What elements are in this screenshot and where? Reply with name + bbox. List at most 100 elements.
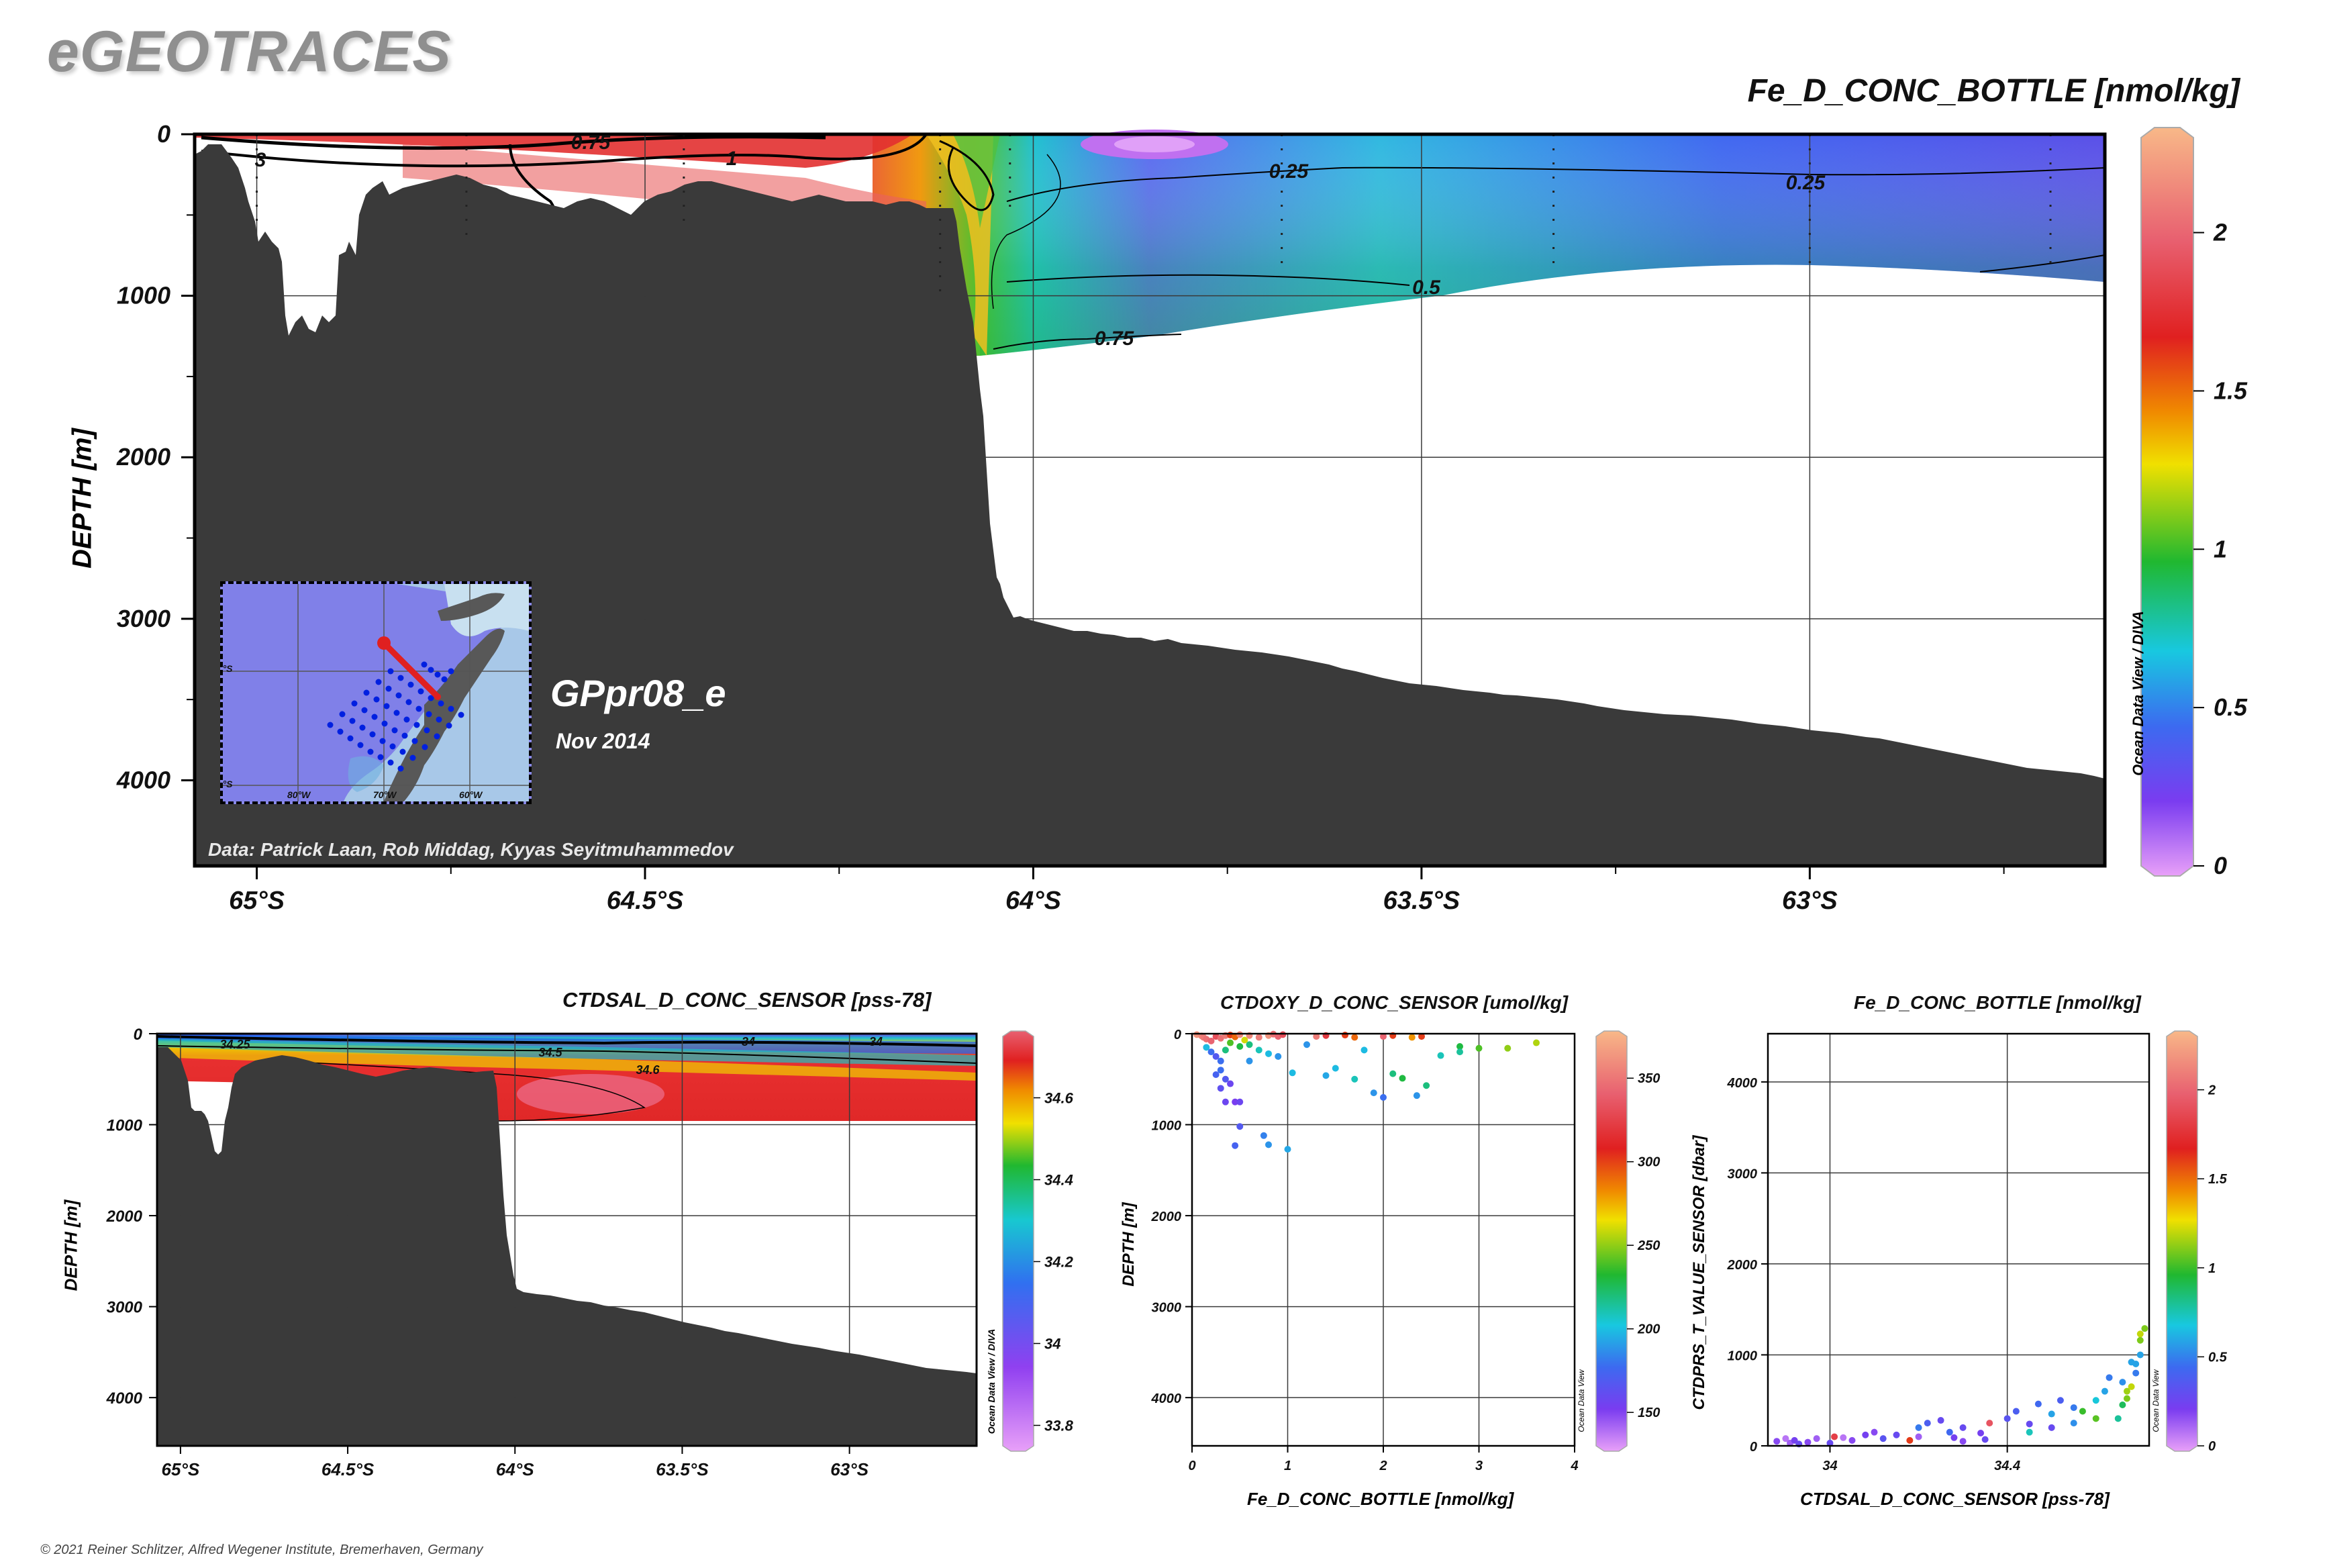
station-dot (391, 727, 398, 734)
x-tick-label: 34 (1822, 1459, 1837, 1473)
data-point (2092, 1415, 2099, 1422)
station-dot (347, 735, 354, 742)
station-dot (434, 671, 441, 678)
data-point (1360, 1046, 1368, 1054)
data-point (2106, 1374, 2113, 1381)
data-point (2070, 1420, 2077, 1427)
data-point (1236, 1098, 1244, 1106)
data-point (1413, 1092, 1420, 1099)
station-dot (357, 742, 364, 748)
data-point (1246, 1057, 1253, 1065)
data-point (1279, 1031, 1287, 1038)
y-tick-label: 1000 (1728, 1349, 1758, 1363)
data-point (1946, 1428, 1953, 1436)
station-dot (428, 695, 434, 701)
data-point (1380, 1033, 1387, 1040)
y-tick-label: 3000 (1152, 1301, 1182, 1316)
data-point (1773, 1438, 1781, 1445)
station-dot (458, 712, 464, 718)
sal-scatter-chart: 34 34.4 0 1000 2000 3000 4000 0 0.5 1 1.5 2 (1727, 1030, 2228, 1473)
station-dot (349, 718, 356, 724)
y-tick-label: 4000 (1151, 1391, 1182, 1406)
colorbar-tick-label: 2 (2208, 1083, 2216, 1098)
contour-label: 0.75 (571, 132, 611, 154)
data-point (2136, 1330, 2144, 1338)
station-dot (371, 714, 378, 720)
data-point (1351, 1034, 1358, 1041)
data-point (1504, 1044, 1512, 1052)
data-point (1303, 1041, 1310, 1048)
station-dot (413, 722, 420, 728)
station-dot (397, 765, 404, 772)
data-point (1222, 1046, 1229, 1054)
station-dot (375, 679, 382, 685)
salinity-software-label: Ocean Data View / DIVA (986, 1328, 997, 1434)
data-point (1475, 1044, 1483, 1052)
data-point (1937, 1417, 1944, 1424)
colorbar-tick-label: 0.5 (2208, 1350, 2228, 1365)
contour-label: 1 (726, 148, 738, 170)
inset-lon-label-2: 70°W (373, 789, 397, 800)
x-tick-label: 2 (1379, 1459, 1387, 1473)
data-point (1217, 1057, 1224, 1065)
data-point (1986, 1420, 1993, 1427)
station-dot (387, 759, 394, 766)
data-point (2123, 1387, 2130, 1395)
contour-label: 34.25 (219, 1038, 250, 1051)
station-dot (405, 699, 412, 705)
data-point (1871, 1428, 1878, 1436)
contour-label: 34.6 (636, 1063, 660, 1077)
oxy-ylabel: DEPTH [m] (1120, 1202, 1138, 1287)
data-point (1399, 1075, 1406, 1082)
colorbar-tick-label: 0 (2208, 1439, 2216, 1454)
data-point (2123, 1395, 2130, 1402)
data-point (1791, 1436, 1798, 1444)
data-point (1236, 1031, 1244, 1038)
oxy-scatter-chart: 0 1 2 3 4 0 1000 2000 3000 4000 150 200 250 300 350 (1151, 1028, 1661, 1473)
station-dot (337, 728, 344, 735)
contour-label: 0.25 (1786, 172, 1826, 194)
data-point (1408, 1034, 1416, 1041)
data-point (1246, 1041, 1253, 1048)
x-tick-label: 64°S (496, 1459, 534, 1479)
station-dot (446, 722, 452, 729)
x-tick-label: 64.5°S (321, 1459, 375, 1479)
station-dot (448, 705, 454, 712)
station-dot (359, 724, 366, 731)
station-dot (448, 668, 454, 675)
station-dot (397, 675, 404, 681)
data-point (1232, 1098, 1239, 1106)
contour-label: 0.5 (1412, 277, 1441, 299)
data-point (1222, 1075, 1229, 1083)
data-point (2119, 1402, 2126, 1409)
data-point (1959, 1424, 1967, 1431)
data-point (1380, 1093, 1387, 1101)
colorbar-tick-label: 33.8 (1044, 1418, 1074, 1434)
y-tick-label: 3000 (107, 1299, 143, 1317)
sal-scatter-software-label: Ocean Data View (2151, 1369, 2161, 1432)
station-dot (379, 738, 386, 744)
sal-scatter-title: Fe_D_CONC_BOTTLE [nmol/kg] (1854, 992, 2141, 1013)
data-point (1389, 1070, 1397, 1077)
station-dot (383, 703, 390, 709)
station-dot (411, 738, 418, 744)
x-tick-label: 64.5°S (607, 887, 684, 915)
data-point (2034, 1400, 2042, 1408)
colorbar-tick-label: 34.6 (1044, 1090, 1074, 1107)
y-tick-label: 1000 (117, 282, 170, 309)
data-point (1260, 1132, 1267, 1139)
x-tick-label: 63.5°S (1383, 887, 1460, 915)
data-point (1207, 1037, 1215, 1044)
colorbar-tick-label: 350 (1638, 1071, 1660, 1086)
station-dot (387, 668, 394, 675)
oxy-xlabel: Fe_D_CONC_BOTTLE [nmol/kg] (1247, 1489, 1514, 1509)
data-credit: Data: Patrick Laan, Rob Middag, Kyyas Se… (208, 839, 734, 860)
data-point (1217, 1085, 1224, 1092)
data-point (1456, 1048, 1463, 1056)
contour-label: 34 (869, 1035, 883, 1048)
data-point (1255, 1046, 1262, 1054)
data-point (1813, 1435, 1820, 1442)
data-point (2003, 1415, 2011, 1422)
date-label: Nov 2014 (556, 729, 650, 753)
data-point (1241, 1036, 1248, 1044)
